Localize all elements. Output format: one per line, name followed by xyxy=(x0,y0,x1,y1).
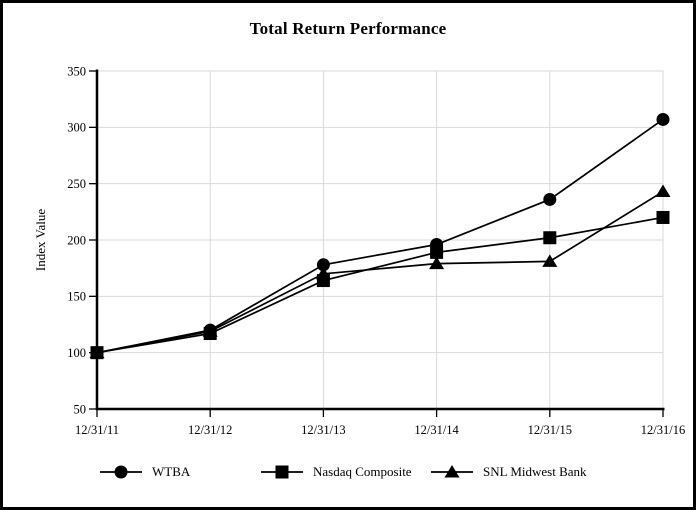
gridlines xyxy=(97,70,664,409)
x-tick-label: 12/31/12 xyxy=(188,423,232,437)
triangle-marker-snl-midwest-bank xyxy=(429,256,445,270)
series-line-nasdaq-composite xyxy=(96,216,664,354)
square-marker-nasdaq-composite xyxy=(656,210,670,224)
y-tick-label: 50 xyxy=(74,402,87,416)
square-glyph xyxy=(275,465,289,479)
square-marker-icon xyxy=(261,465,303,479)
circle-marker-icon xyxy=(100,465,142,479)
line-chart-plot: 50 100 150 200 250 300 350 12/31/11 12/31/12 12/3… xyxy=(67,64,685,437)
circle-marker-wtba xyxy=(543,192,557,206)
series-line-snl-midwest-bank xyxy=(96,190,664,354)
circle-glyph xyxy=(114,465,128,479)
y-tick-label: 200 xyxy=(67,233,86,247)
legend: WTBA Nasdaq Composite SNL Midwest Bank xyxy=(3,464,693,484)
series-line-wtba xyxy=(96,118,664,354)
x-tick-label: 12/31/16 xyxy=(641,423,685,437)
triangle-marker-icon xyxy=(431,465,473,478)
circle-marker-wtba xyxy=(656,112,670,126)
x-tick-label: 12/31/15 xyxy=(528,423,572,437)
series-markers xyxy=(89,112,671,360)
triangle-marker-snl-midwest-bank xyxy=(542,254,558,267)
circle-marker-wtba xyxy=(316,258,330,272)
y-tick-label: 100 xyxy=(67,346,86,360)
y-tick-label: 300 xyxy=(67,121,86,135)
square-marker-nasdaq-composite xyxy=(430,245,444,259)
legend-label-snl-midwest-bank: SNL Midwest Bank xyxy=(483,464,587,479)
legend-label-wtba: WTBA xyxy=(152,464,191,479)
legend-item-snl-midwest-bank: SNL Midwest Bank xyxy=(431,464,587,480)
legend-item-nasdaq-composite: Nasdaq Composite xyxy=(261,464,412,480)
square-marker-nasdaq-composite xyxy=(203,327,217,341)
square-marker-nasdaq-composite xyxy=(316,274,330,288)
y-tick-label: 350 xyxy=(67,64,86,78)
x-tick-label: 12/31/14 xyxy=(414,423,459,437)
y-tick-label: 150 xyxy=(67,290,86,304)
triangle-glyph xyxy=(444,465,460,478)
tick-labels: 50 100 150 200 250 300 350 12/31/11 12/31/12 12/3… xyxy=(67,64,685,437)
square-marker-nasdaq-composite xyxy=(543,231,557,245)
legend-item-wtba: WTBA xyxy=(100,464,190,480)
y-tick-label: 250 xyxy=(67,177,86,191)
series-lines xyxy=(96,118,664,354)
triangle-marker-snl-midwest-bank xyxy=(655,184,671,198)
square-marker-nasdaq-composite xyxy=(90,346,104,360)
chart-title: Total Return Performance xyxy=(249,19,447,38)
x-tick-label: 12/31/11 xyxy=(75,423,119,437)
x-tick-label: 12/31/13 xyxy=(301,423,345,437)
legend-label-nasdaq-composite: Nasdaq Composite xyxy=(313,464,412,479)
